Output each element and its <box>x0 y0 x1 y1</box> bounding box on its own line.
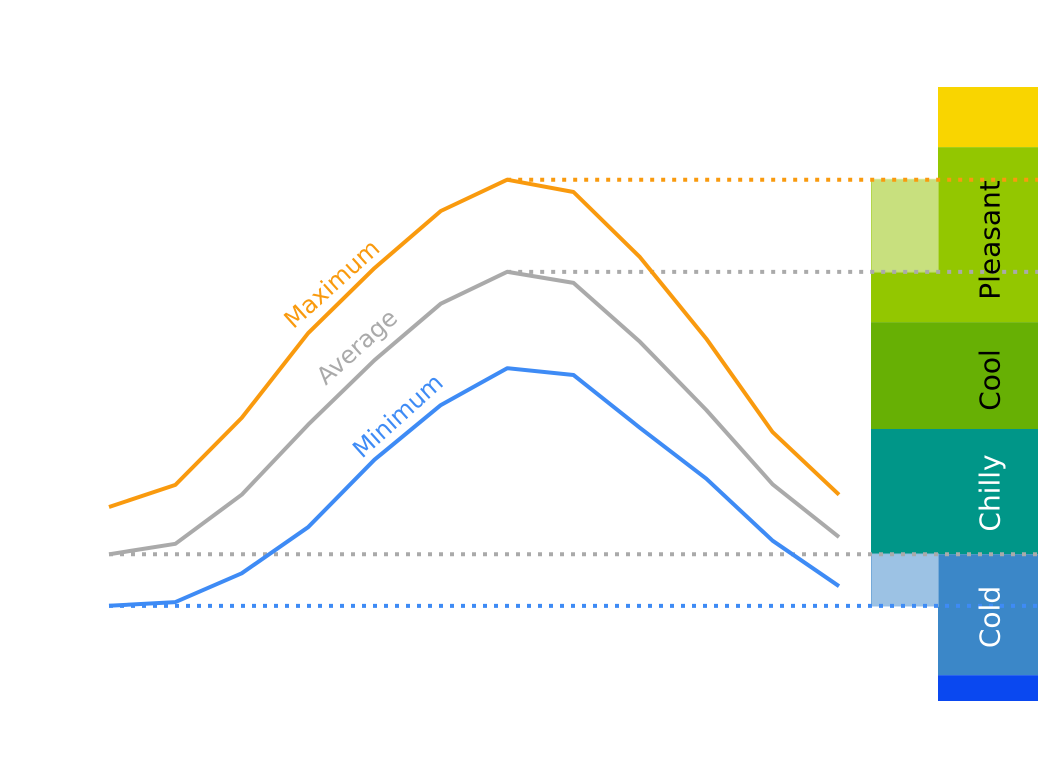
series-line-minimum <box>109 368 839 606</box>
band-label-cold: Cold <box>974 586 1007 648</box>
series-line-maximum <box>109 180 839 507</box>
range-segment-chilly <box>871 429 938 554</box>
series-lines <box>109 180 839 606</box>
band-label-pleasant: Pleasant <box>974 180 1007 300</box>
range-column <box>871 180 938 606</box>
range-segment-cool <box>871 322 938 429</box>
band-label-cool: Cool <box>974 349 1007 411</box>
max-avg-highlight <box>872 180 938 272</box>
avg-min-highlight <box>872 554 938 606</box>
band-freezing <box>938 675 1038 701</box>
series-label-minimum: Minimum <box>347 368 448 463</box>
band-hot <box>938 87 1038 147</box>
band-label-chilly: Chilly <box>974 454 1007 531</box>
series-line-average <box>109 272 839 555</box>
